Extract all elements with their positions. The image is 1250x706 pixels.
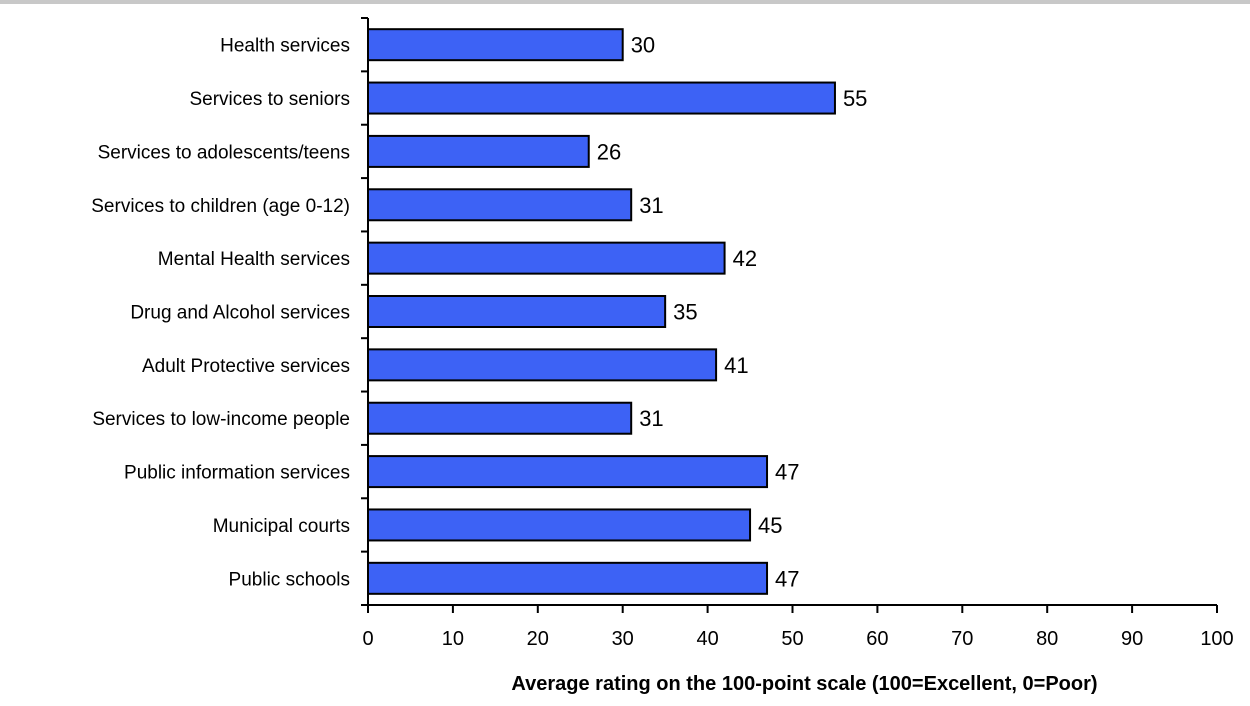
value-label-services-to-children-age-0-12: 31 <box>639 193 663 218</box>
category-label-services-to-children-age-0-12: Services to children (age 0-12) <box>91 196 350 217</box>
category-label-services-to-low-income-people: Services to low-income people <box>92 409 350 430</box>
value-label-services-to-seniors: 55 <box>843 86 867 111</box>
value-label-municipal-courts: 45 <box>758 513 782 538</box>
axes-group: 0 10 20 30 40 50 60 70 80 90 100 <box>361 17 1234 650</box>
value-label-adult-protective-services: 41 <box>724 353 748 378</box>
x-tick-label: 0 <box>362 628 373 650</box>
value-label-public-information-services: 47 <box>775 460 799 485</box>
category-label-public-schools: Public schools <box>229 569 350 590</box>
x-axis-title: Average rating on the 100-point scale (1… <box>511 673 1097 695</box>
bar-health-services <box>367 28 624 62</box>
category-labels-group: Health services Services to seniors Servic… <box>91 36 350 591</box>
top-divider <box>0 0 1250 4</box>
category-label-adult-protective-services: Adult Protective services <box>142 356 350 377</box>
x-tick-label: 30 <box>612 628 634 650</box>
x-tick-label: 10 <box>442 628 464 650</box>
value-label-drug-and-alcohol-services: 35 <box>673 300 697 325</box>
bar-services-to-seniors <box>367 81 836 115</box>
bar-drug-and-alcohol-services <box>367 295 667 328</box>
x-tick-label: 100 <box>1200 628 1233 650</box>
bar-services-to-low-income-people <box>367 401 633 435</box>
x-tick-label: 50 <box>781 628 803 650</box>
bar-public-schools <box>367 561 769 595</box>
category-label-public-information-services: Public information services <box>124 463 350 484</box>
value-label-mental-health-services: 42 <box>733 246 757 271</box>
value-labels-group: 30 55 26 31 42 35 41 31 47 45 47 <box>597 33 868 592</box>
category-label-municipal-courts: Municipal courts <box>213 516 350 537</box>
category-label-services-to-adolescents-teens: Services to adolescents/teens <box>98 142 350 163</box>
category-label-health-services: Health services <box>220 36 350 57</box>
category-label-mental-health-services: Mental Health services <box>158 249 350 270</box>
x-tick-label: 80 <box>1036 628 1058 650</box>
x-tick-label: 20 <box>527 628 549 650</box>
value-label-services-to-low-income-people: 31 <box>639 406 663 431</box>
category-label-services-to-seniors: Services to seniors <box>189 89 350 110</box>
bar-services-to-children-age-0-12 <box>367 188 633 222</box>
bar-mental-health-services <box>367 241 726 275</box>
x-tick-label: 70 <box>951 628 973 650</box>
x-tick-label: 40 <box>696 628 718 650</box>
x-tick-label: 90 <box>1121 628 1143 650</box>
bar-municipal-courts <box>367 508 752 542</box>
bars-group <box>367 28 836 595</box>
bar-services-to-adolescents-teens <box>367 134 590 168</box>
bar-adult-protective-services <box>367 348 718 382</box>
value-label-public-schools: 47 <box>775 566 799 591</box>
category-label-drug-and-alcohol-services: Drug and Alcohol services <box>130 303 350 324</box>
value-label-services-to-adolescents-teens: 26 <box>597 139 621 164</box>
x-tick-label: 60 <box>866 628 888 650</box>
value-label-health-services: 30 <box>631 33 655 58</box>
bar-public-information-services <box>367 455 769 489</box>
